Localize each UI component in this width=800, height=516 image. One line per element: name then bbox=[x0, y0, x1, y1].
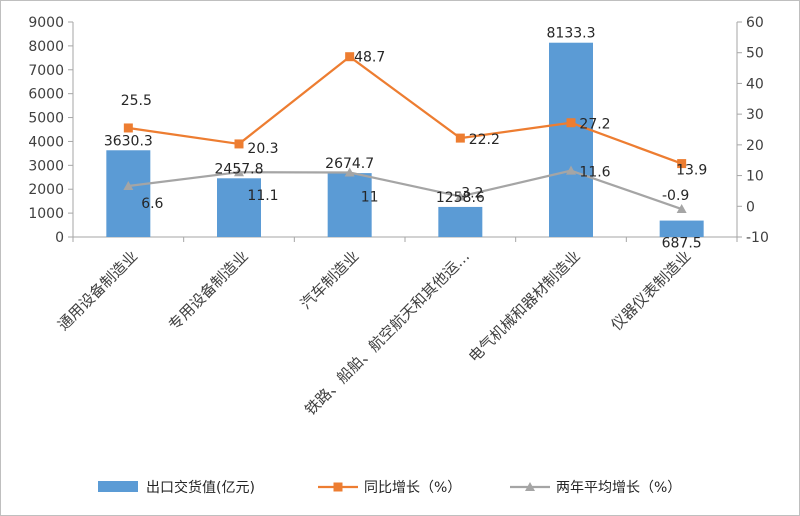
right-tick-label: 40 bbox=[746, 76, 764, 92]
yoy-growth-point bbox=[566, 118, 576, 128]
avg-data-label: -0.9 bbox=[662, 188, 689, 204]
avg-growth-point bbox=[123, 181, 134, 191]
yoy-data-label: 25.5 bbox=[121, 93, 152, 109]
right-tick-label: -10 bbox=[746, 230, 769, 246]
right-tick-label: 60 bbox=[746, 15, 764, 31]
right-tick-label: 50 bbox=[746, 46, 764, 62]
category-label: 仪器仪表制造业 bbox=[608, 247, 695, 334]
left-tick-label: 9000 bbox=[28, 15, 64, 31]
avg-data-label: 6.6 bbox=[141, 196, 163, 212]
left-tick-label: 3000 bbox=[28, 158, 64, 174]
legend-avg-marker bbox=[525, 482, 535, 491]
avg-data-label: 11 bbox=[361, 190, 379, 206]
yoy-growth-point bbox=[455, 133, 465, 143]
legend-bar-label: 出口交货值(亿元) bbox=[146, 479, 255, 496]
yoy-growth-point bbox=[234, 139, 244, 149]
left-tick-label: 2000 bbox=[28, 182, 64, 198]
yoy-data-label: 20.3 bbox=[247, 141, 278, 157]
bar bbox=[217, 178, 261, 237]
right-tick-label: 20 bbox=[746, 138, 764, 154]
left-tick-label: 7000 bbox=[28, 63, 64, 79]
bar bbox=[327, 173, 372, 237]
avg-growth-point bbox=[676, 204, 687, 214]
yoy-growth-point bbox=[123, 123, 133, 133]
avg-growth-point bbox=[455, 191, 466, 201]
bar bbox=[659, 220, 704, 237]
avg-data-label: 11.6 bbox=[579, 165, 610, 181]
bar bbox=[106, 150, 151, 237]
bar-data-label: 2457.8 bbox=[215, 161, 264, 177]
yoy-growth-line bbox=[128, 55, 683, 165]
category-label: 专用设备制造业 bbox=[165, 247, 252, 334]
bar-data-label: 2674.7 bbox=[325, 156, 374, 172]
avg-data-label: 11.1 bbox=[247, 188, 278, 204]
right-tick-label: 0 bbox=[746, 199, 755, 215]
left-tick-label: 8000 bbox=[28, 39, 64, 55]
left-tick-label: 0 bbox=[55, 230, 64, 246]
avg-data-label: 3.2 bbox=[461, 185, 483, 201]
legend-avg-label: 两年平均增长（%） bbox=[556, 480, 681, 496]
right-tick-label: 10 bbox=[746, 169, 764, 185]
yoy-growth-point bbox=[677, 159, 687, 169]
category-label: 电气机械和器材制造业 bbox=[465, 247, 584, 366]
bar-data-label: 687.5 bbox=[662, 236, 702, 252]
yoy-data-label: 48.7 bbox=[354, 50, 385, 66]
legend-bar-swatch bbox=[98, 481, 138, 492]
yoy-data-label: 22.2 bbox=[469, 132, 500, 148]
avg-growth-point bbox=[566, 165, 576, 175]
category-label: 汽车制造业 bbox=[297, 247, 363, 313]
yoy-data-label: 13.9 bbox=[676, 163, 707, 179]
left-tick-label: 6000 bbox=[28, 87, 64, 103]
left-tick-label: 5000 bbox=[28, 111, 64, 127]
avg-growth-line bbox=[128, 169, 683, 211]
category-label: 通用设备制造业 bbox=[54, 247, 141, 334]
bar-data-label: 1258.6 bbox=[436, 190, 485, 206]
avg-growth-point bbox=[344, 167, 355, 177]
bar-data-label: 3630.3 bbox=[104, 133, 153, 149]
yoy-data-label: 27.2 bbox=[579, 117, 610, 133]
bar-data-label: 8133.3 bbox=[547, 26, 596, 42]
avg-growth-point bbox=[234, 167, 244, 177]
bar bbox=[549, 42, 593, 237]
left-tick-label: 4000 bbox=[28, 134, 64, 150]
legend-yoy-label: 同比增长（%） bbox=[364, 480, 461, 496]
right-tick-label: 30 bbox=[746, 107, 764, 123]
left-tick-label: 1000 bbox=[28, 206, 64, 222]
bar bbox=[438, 206, 483, 237]
legend-yoy-marker bbox=[333, 482, 343, 492]
yoy-growth-point bbox=[345, 52, 355, 62]
